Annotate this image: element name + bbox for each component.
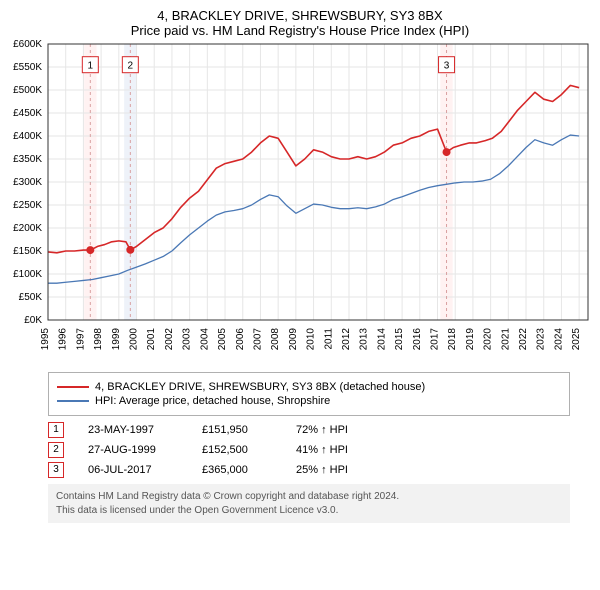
svg-text:2010: 2010 (306, 328, 317, 351)
svg-text:2008: 2008 (270, 328, 281, 351)
svg-text:£100K: £100K (13, 269, 42, 280)
legend-row: 4, BRACKLEY DRIVE, SHREWSBURY, SY3 8BX (… (57, 381, 561, 393)
svg-text:1: 1 (88, 61, 94, 72)
svg-text:2006: 2006 (235, 328, 246, 351)
svg-text:2009: 2009 (288, 328, 299, 351)
svg-text:£200K: £200K (13, 223, 42, 234)
svg-text:2014: 2014 (376, 328, 387, 351)
legend-swatch (57, 386, 89, 388)
transaction-badge: 3 (48, 462, 64, 478)
transaction-badge: 1 (48, 422, 64, 438)
svg-text:2019: 2019 (465, 328, 476, 351)
svg-text:£500K: £500K (13, 85, 42, 96)
svg-text:£250K: £250K (13, 200, 42, 211)
transaction-date: 23-MAY-1997 (88, 424, 178, 436)
svg-text:2005: 2005 (217, 328, 228, 351)
transaction-price: £151,950 (202, 424, 272, 436)
legend-label: HPI: Average price, detached house, Shro… (95, 395, 330, 407)
price-chart: £0K £50K £100K £150K £200K £250K £300K £350K £40… (0, 38, 600, 368)
svg-text:2004: 2004 (199, 328, 210, 351)
svg-text:2022: 2022 (518, 328, 529, 351)
transaction-price: £365,000 (202, 464, 272, 476)
svg-text:1999: 1999 (111, 328, 122, 351)
chart-title-address: 4, BRACKLEY DRIVE, SHREWSBURY, SY3 8BX (0, 8, 600, 23)
svg-text:2021: 2021 (500, 328, 511, 351)
svg-text:2012: 2012 (341, 328, 352, 351)
svg-text:£550K: £550K (13, 62, 42, 73)
svg-text:2023: 2023 (536, 328, 547, 351)
chart-titles: 4, BRACKLEY DRIVE, SHREWSBURY, SY3 8BX P… (0, 0, 600, 38)
svg-text:2001: 2001 (146, 328, 157, 351)
svg-text:2011: 2011 (323, 328, 334, 350)
svg-text:£450K: £450K (13, 108, 42, 119)
legend: 4, BRACKLEY DRIVE, SHREWSBURY, SY3 8BX (… (48, 372, 570, 416)
footer-line-1: Contains HM Land Registry data © Crown c… (56, 490, 562, 504)
svg-text:£400K: £400K (13, 131, 42, 142)
legend-swatch (57, 400, 89, 402)
svg-text:1997: 1997 (75, 328, 86, 351)
svg-text:2007: 2007 (252, 328, 263, 351)
svg-text:£300K: £300K (13, 177, 42, 188)
svg-text:2018: 2018 (447, 328, 458, 351)
transaction-date: 06-JUL-2017 (88, 464, 178, 476)
transaction-row: 3 06-JUL-2017 £365,000 25% ↑ HPI (48, 462, 570, 478)
transactions-table: 1 23-MAY-1997 £151,950 72% ↑ HPI 2 27-AUG-199… (48, 422, 570, 478)
legend-row: HPI: Average price, detached house, Shro… (57, 395, 561, 407)
svg-text:3: 3 (444, 61, 450, 72)
legend-label: 4, BRACKLEY DRIVE, SHREWSBURY, SY3 8BX (… (95, 381, 425, 393)
svg-text:2015: 2015 (394, 328, 405, 351)
svg-text:2003: 2003 (182, 328, 193, 351)
svg-text:1995: 1995 (40, 328, 51, 351)
svg-text:£150K: £150K (13, 246, 42, 257)
svg-text:2020: 2020 (483, 328, 494, 351)
svg-text:2025: 2025 (571, 328, 582, 351)
svg-text:£350K: £350K (13, 154, 42, 165)
svg-text:2002: 2002 (164, 328, 175, 351)
svg-text:2: 2 (128, 61, 134, 72)
transaction-delta: 72% ↑ HPI (296, 424, 348, 436)
transaction-date: 27-AUG-1999 (88, 444, 178, 456)
svg-text:2017: 2017 (430, 328, 441, 351)
svg-text:2013: 2013 (359, 328, 370, 351)
footer-line-2: This data is licensed under the Open Gov… (56, 504, 562, 518)
svg-text:£50K: £50K (19, 292, 43, 303)
transaction-row: 2 27-AUG-1999 £152,500 41% ↑ HPI (48, 442, 570, 458)
svg-text:£600K: £600K (13, 39, 42, 50)
chart-title-sub: Price paid vs. HM Land Registry's House … (0, 23, 600, 38)
transaction-price: £152,500 (202, 444, 272, 456)
svg-text:1996: 1996 (58, 328, 69, 351)
transaction-delta: 25% ↑ HPI (296, 464, 348, 476)
svg-text:2000: 2000 (129, 328, 140, 351)
svg-text:2024: 2024 (553, 328, 564, 351)
svg-text:1998: 1998 (93, 328, 104, 351)
chart-container: 4, BRACKLEY DRIVE, SHREWSBURY, SY3 8BX P… (0, 0, 600, 523)
transaction-delta: 41% ↑ HPI (296, 444, 348, 456)
svg-text:2016: 2016 (412, 328, 423, 351)
footer-attribution: Contains HM Land Registry data © Crown c… (48, 484, 570, 523)
svg-text:£0K: £0K (24, 315, 42, 326)
transaction-row: 1 23-MAY-1997 £151,950 72% ↑ HPI (48, 422, 570, 438)
transaction-badge: 2 (48, 442, 64, 458)
